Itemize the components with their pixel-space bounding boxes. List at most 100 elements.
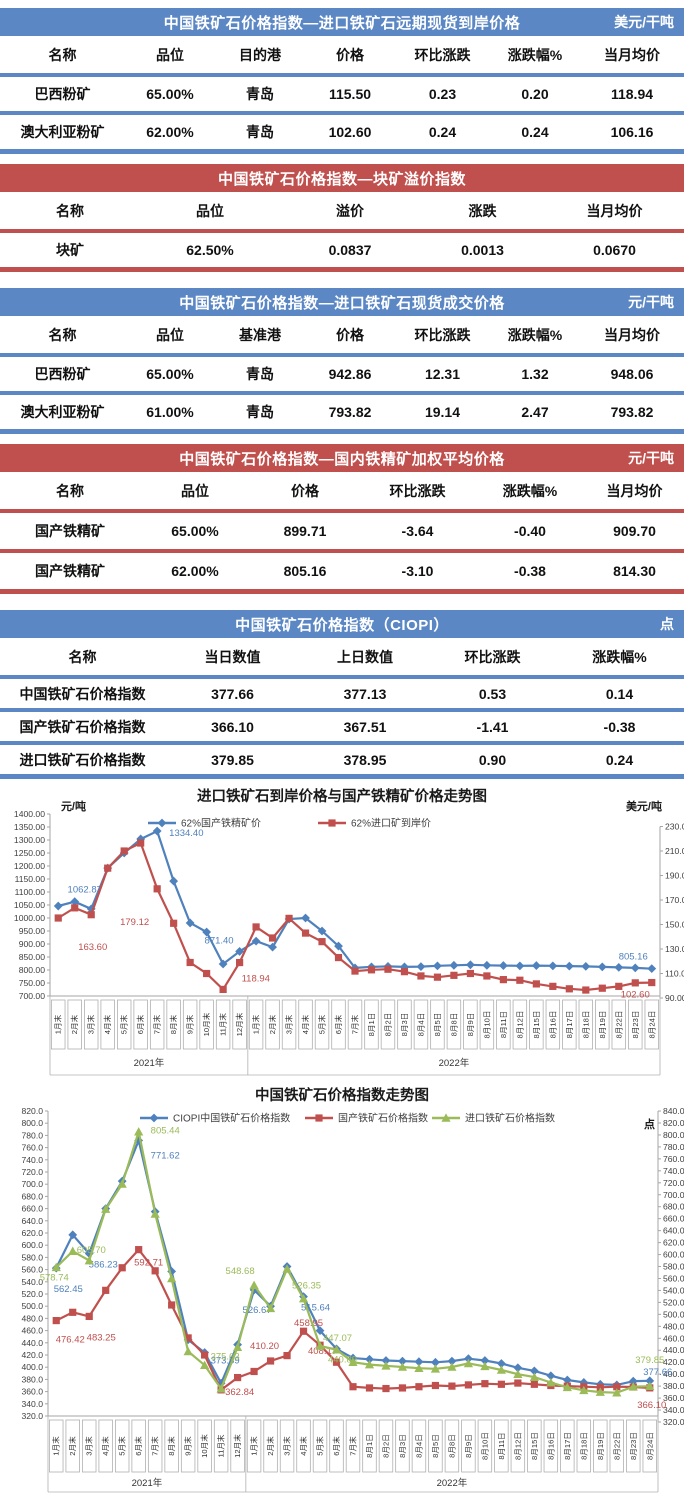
legend-label: 进口铁矿石价格指数 (465, 1112, 555, 1125)
row-separator (0, 391, 684, 395)
column-header: 价格 (336, 326, 364, 343)
point-label: 375.63 (211, 1352, 240, 1363)
right-axis-tick-label: 740.0 (663, 1166, 684, 1176)
square-marker-icon (615, 982, 623, 990)
x-tick-box (263, 1419, 278, 1473)
square-marker-icon (184, 1334, 192, 1342)
point-label: 805.44 (151, 1126, 180, 1137)
triangle-marker-icon (645, 1381, 655, 1391)
x-tick-box (147, 1419, 163, 1473)
row-separator (0, 549, 684, 553)
legend-label: 国产铁矿石价格指数 (338, 1112, 428, 1125)
right-axis-tick-label: 210.00 (665, 846, 684, 856)
diamond-marker-icon (70, 897, 80, 907)
year-group-label: 2022年 (437, 1477, 468, 1489)
x-tick-label: 8月3日 (400, 1013, 409, 1037)
square-marker-icon (565, 985, 573, 993)
left-axis-tick-label: 850.00 (19, 952, 46, 962)
point-label: 410.20 (250, 1341, 279, 1352)
table-domestic-concentrate: 中国铁矿石价格指数—国内铁精矿加权平均价格 元/干吨 名称 品位 价格 环比涨跌 涨跌幅% 当… (0, 444, 684, 594)
column-header: 名称 (68, 648, 97, 665)
x-tick-label: 8月23日 (631, 1011, 640, 1039)
x-tick-label: 8月18日 (581, 1011, 590, 1039)
triangle-marker-icon (249, 1280, 259, 1290)
x-tick-label: 6月末 (331, 1436, 341, 1456)
right-axis-tick-label: 130.00 (665, 944, 684, 954)
point-label: 548.68 (226, 1266, 255, 1277)
left-axis-tick-label: 700.0 (21, 1179, 43, 1189)
diamond-marker-icon (317, 926, 327, 936)
column-header: 价格 (291, 482, 319, 499)
diamond-marker-icon (149, 1113, 159, 1123)
right-axis-tick-label: 460.0 (663, 1333, 684, 1343)
value-cell: 0.14 (605, 685, 634, 702)
square-marker-icon (532, 980, 540, 988)
square-marker-icon (349, 1383, 357, 1391)
square-marker-icon (283, 1352, 291, 1360)
left-axis-tick-label: 600.0 (21, 1240, 43, 1250)
column-header: 名称 (56, 482, 84, 499)
square-marker-icon (332, 1358, 341, 1366)
diamond-marker-icon (433, 961, 442, 971)
left-axis-tick-label: 660.0 (21, 1204, 43, 1214)
triangle-marker-icon (298, 1294, 309, 1303)
row-name-cell: 澳大利亚粉矿 (20, 404, 105, 420)
left-axis-tick-label: 1150.00 (15, 874, 46, 884)
x-tick-label: 2月末 (267, 1014, 277, 1034)
table-bottom-border (0, 149, 684, 154)
square-marker-icon (301, 929, 310, 937)
table-row: 巴西粉矿 65.00% 青岛 115.50 0.23 0.20 118.94 (0, 77, 684, 111)
square-marker-icon (170, 919, 178, 927)
row-separator (0, 741, 684, 745)
x-tick-box (65, 1419, 80, 1473)
x-tick-box (246, 1419, 262, 1473)
x-tick-box (279, 1419, 295, 1473)
left-axis-tick-label: 1400.00 (14, 809, 45, 819)
value-cell: 65.00% (146, 366, 194, 382)
square-marker-icon (398, 1384, 407, 1392)
table-bottom-border (0, 429, 684, 434)
right-axis-tick-label: 600.0 (663, 1250, 684, 1260)
x-tick-label: 1月末 (251, 1014, 261, 1034)
table-import-spot-deal: 中国铁矿石价格指数—进口铁矿石现货成交价格 元/干吨 名称 品位 基准港 价格 环比涨跌 涨跌… (0, 288, 684, 434)
column-header: 环比涨跌 (414, 46, 471, 63)
x-tick-box (560, 1419, 575, 1473)
x-tick-box (331, 999, 346, 1050)
x-tick-label: 8月4日 (416, 1013, 425, 1037)
x-tick-box (444, 1419, 460, 1473)
right-axis-tick-label: 420.0 (663, 1357, 684, 1367)
value-cell: 0.20 (521, 86, 549, 102)
point-label: 578.74 (40, 1272, 69, 1283)
right-axis-tick-label: 90.00 (665, 993, 684, 1003)
square-marker-icon (382, 1384, 390, 1393)
x-tick-label: 8月16日 (548, 1011, 557, 1039)
x-tick-box (314, 999, 330, 1050)
left-axis-tick-label: 540.0 (21, 1277, 43, 1287)
point-label: 447.07 (323, 1333, 352, 1344)
diamond-marker-icon (365, 1354, 374, 1364)
x-tick-box (49, 1419, 64, 1473)
value-cell: -0.38 (603, 718, 636, 735)
square-marker-icon (448, 1382, 456, 1390)
left-axis-tick-label: 1300.00 (14, 835, 45, 845)
right-axis-tick-label: 840.0 (663, 1106, 684, 1116)
left-axis-tick-label: 1250.00 (14, 848, 45, 858)
square-marker-icon (268, 934, 277, 942)
diamond-marker-icon (53, 901, 63, 911)
column-header: 当月均价 (604, 326, 660, 343)
square-marker-icon (71, 904, 79, 912)
right-axis-tick-label: 520.0 (663, 1297, 684, 1307)
x-tick-label: 2月末 (69, 1014, 79, 1034)
triangle-marker-icon (441, 1113, 451, 1122)
square-marker-icon (219, 985, 227, 994)
left-axis-tick-label: 900.00 (19, 939, 46, 949)
row-name-cell: 中国铁矿石价格指数 (19, 685, 146, 702)
triangle-marker-icon (513, 1369, 523, 1378)
diamond-marker-icon (381, 1356, 391, 1365)
diamond-marker-icon (564, 961, 574, 971)
square-marker-icon (499, 976, 507, 984)
column-header: 环比涨跌 (389, 482, 446, 499)
point-label: 379.85 (635, 1355, 664, 1366)
x-tick-label: 8月2日 (383, 1013, 392, 1037)
